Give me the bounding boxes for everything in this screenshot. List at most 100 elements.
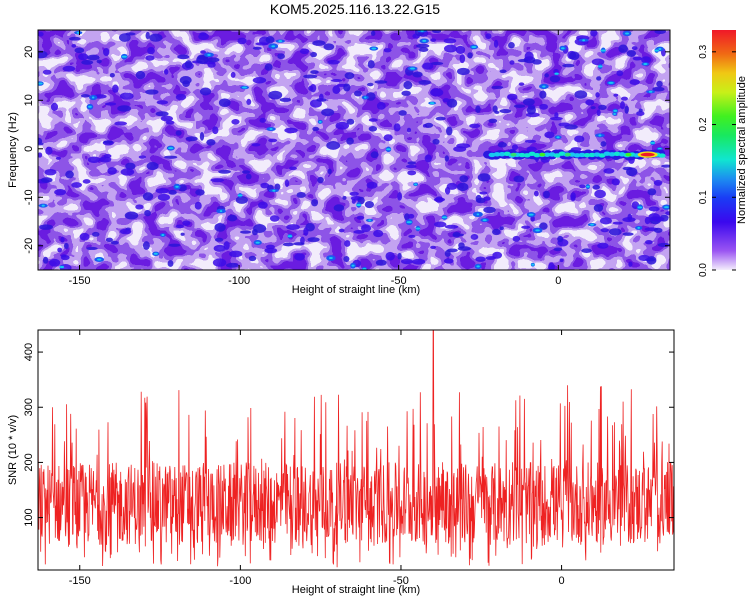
heatmap-spot [333,204,345,212]
heatmap-spot [499,226,504,231]
heatmap-spot [367,60,375,69]
heatmap-spot [145,89,159,95]
heatmap-spot [581,248,592,253]
heatmap-spot-peak [88,105,92,108]
snr-frame [37,329,675,571]
heatmap-x-tick-label: 0 [555,275,561,287]
heatmap-spot [393,123,401,132]
heatmap-spot [595,92,600,98]
heatmap-spot-peak [219,210,223,213]
heatmap-spot-peak [654,49,659,52]
heatmap-spot [81,60,94,65]
heatmap-spot [366,181,378,189]
heatmap-spot [446,182,458,190]
heatmap-spot [284,127,298,134]
heatmap-spot-peak [582,39,586,42]
heatmap-spot [656,80,663,88]
heatmap-spot [65,170,74,179]
heatmap-spot [54,189,67,196]
heatmap-spot [443,44,458,53]
heatmap-spot [596,109,601,117]
heatmap-spot [424,122,434,128]
heatmap-spot [180,232,185,236]
heatmap-spot [456,182,469,192]
heatmap-spot [618,44,628,53]
heatmap-spot-peak [121,55,127,58]
heatmap-spot [167,260,174,267]
signal-trace-strong [564,152,571,157]
heatmap-spot [631,46,638,51]
heatmap-spot [629,79,640,86]
heatmap-spot [78,53,89,61]
heatmap-spot [622,232,634,236]
heatmap-spot [407,161,417,165]
heatmap-spot [638,108,643,113]
heatmap-spot-peak [356,203,362,206]
heatmap-spot [483,206,496,213]
heatmap-spot [335,121,350,130]
heatmap-spot-peak [97,258,102,261]
heatmap-spot-peak [535,229,540,232]
signal-trace [658,153,666,158]
heatmap-spot [406,127,412,133]
heatmap-spot [603,168,615,174]
heatmap-spot [452,231,461,238]
heatmap-spot [383,48,392,53]
heatmap-spot [397,192,403,201]
heatmap-spot [231,119,240,125]
heatmap-spot [114,121,127,126]
heatmap-spot-peak [554,72,559,75]
heatmap-spot [624,105,629,114]
heatmap-spot-peak [38,82,43,85]
heatmap-spot [147,46,155,55]
heatmap-spot [237,37,247,45]
heatmap-spot [96,59,102,64]
heatmap-spot-peak [207,53,211,56]
heatmap-spot [456,67,470,76]
heatmap-spot [476,197,486,204]
heatmap-spot [163,69,169,75]
heatmap-spot [632,56,643,61]
heatmap-x-tick-label: -50 [391,275,407,287]
heatmap-spot-peak [41,204,45,207]
heatmap-spot [120,168,135,176]
heatmap-spot-peak [664,206,669,209]
heatmap-spot [80,94,90,98]
heatmap-spot [344,240,351,247]
heatmap-spot [135,70,146,80]
heatmap-spot [103,140,113,144]
heatmap-spot [376,101,386,110]
heatmap-spot [110,240,119,245]
snr-x-axis: -150 -100 -50 0 [69,330,565,587]
heatmap-spot [370,151,379,159]
heatmap-spot [434,221,447,228]
heatmap-spot [648,213,661,222]
heatmap-spot-peak [422,39,427,42]
heatmap-spot [521,225,531,229]
heatmap-spot [600,228,609,233]
heatmap-spot [138,155,147,159]
chart-title: KOM5.2025.116.13.22.G15 [270,1,440,17]
heatmap-spot [544,131,555,139]
heatmap-spot [444,155,450,162]
heatmap-spot [182,220,191,226]
heatmap-spot [303,74,318,79]
heatmap-spot [343,255,350,263]
heatmap-spot [260,182,270,189]
heatmap-spot-peak [590,223,594,226]
heatmap-spot [119,92,134,100]
heatmap-spot [251,143,261,147]
heatmap-spot [509,60,515,65]
heatmap-spot [562,63,575,68]
heatmap-spot [246,98,252,106]
heatmap-spot [230,71,236,78]
heatmap-spot [620,101,626,110]
heatmap-spot [365,92,376,101]
heatmap-spot [213,244,226,252]
heatmap-spot [107,167,117,175]
snr-y-tick-label: 400 [23,343,35,361]
heatmap-spot [326,141,341,150]
heatmap-spot [477,173,491,182]
heatmap-spot [366,82,374,87]
